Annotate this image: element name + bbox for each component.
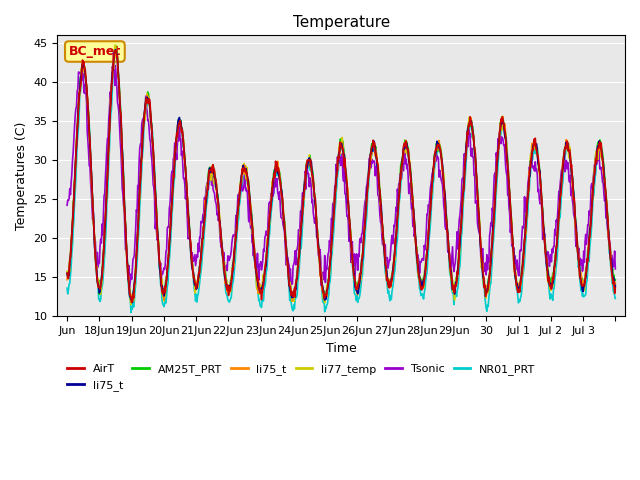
Legend: AirT, li75_t, AM25T_PRT, li75_t, li77_temp, Tsonic, NR01_PRT: AirT, li75_t, AM25T_PRT, li75_t, li77_te… (63, 360, 540, 395)
X-axis label: Time: Time (326, 342, 356, 355)
Y-axis label: Temperatures (C): Temperatures (C) (15, 122, 28, 230)
Title: Temperature: Temperature (292, 15, 390, 30)
Text: BC_met: BC_met (68, 45, 121, 58)
